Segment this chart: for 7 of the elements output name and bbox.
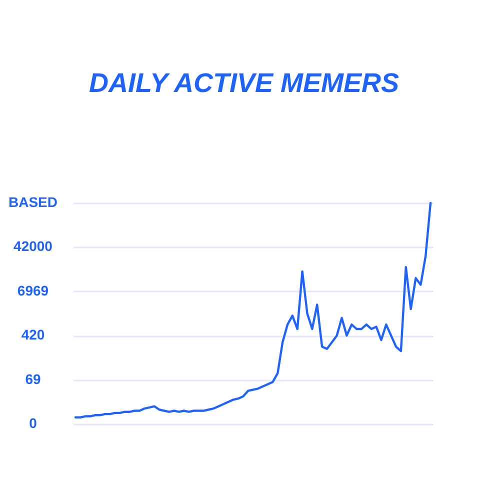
text: 6969 bbox=[17, 282, 49, 298]
chart-title: DAILY ACTIVE MEMERS bbox=[88, 68, 400, 98]
text: BASED bbox=[8, 194, 58, 210]
text: 69 bbox=[25, 370, 41, 387]
text: 0 bbox=[29, 415, 38, 431]
text: 42000 bbox=[14, 238, 53, 254]
text: 420 bbox=[21, 326, 45, 343]
